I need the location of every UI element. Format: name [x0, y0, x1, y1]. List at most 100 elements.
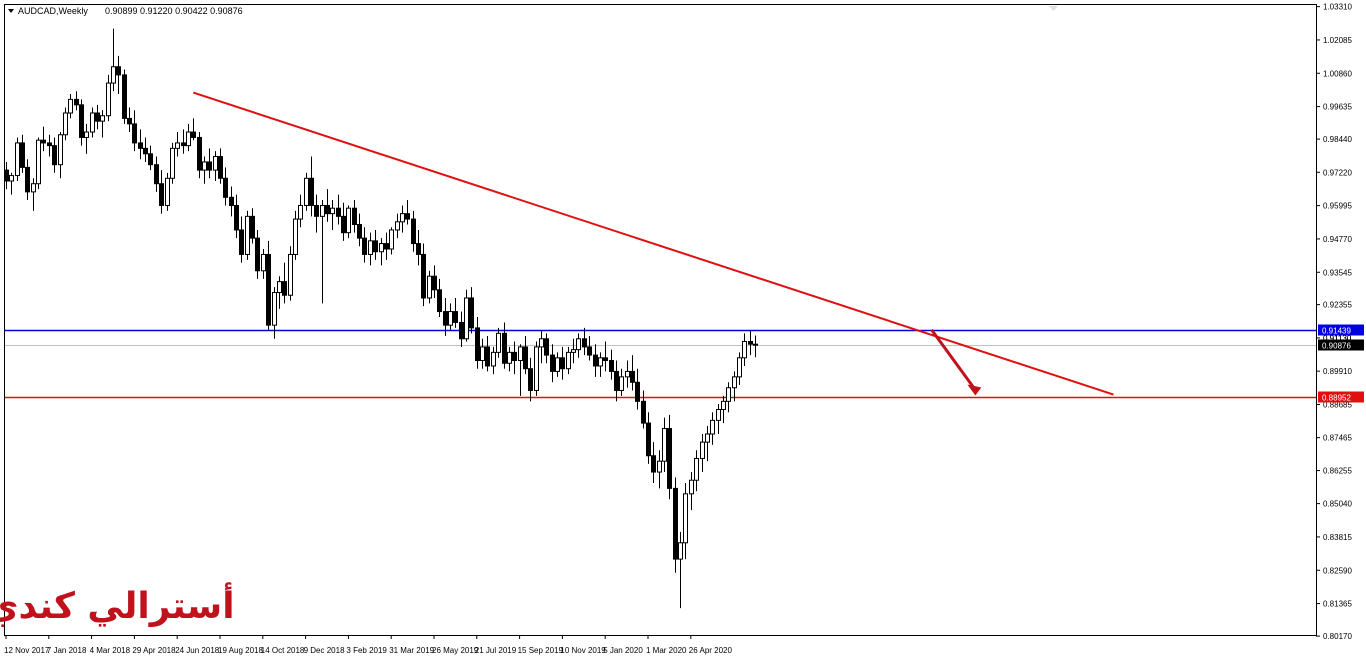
candle: [52, 137, 57, 173]
candle: [619, 368, 624, 396]
candle: [732, 371, 737, 402]
price-tick-label: 1.03310: [1323, 3, 1352, 12]
candle: [630, 355, 635, 391]
candle: [753, 335, 758, 358]
candle: [587, 336, 592, 361]
drawings: [192, 91, 1114, 396]
time-tick-label: 9 Dec 2018: [304, 646, 345, 655]
candle: [432, 265, 437, 298]
candle: [250, 208, 255, 244]
candle: [272, 287, 277, 339]
candle: [603, 341, 608, 372]
candle: [534, 341, 539, 396]
candle: [646, 412, 651, 464]
candle: [673, 477, 678, 573]
candle: [662, 417, 667, 473]
candle: [154, 156, 159, 192]
candle: [651, 442, 656, 483]
time-tick-label: 10 Nov 2019: [560, 646, 606, 655]
candle: [320, 200, 325, 304]
symbol-name: AUDCAD,Weekly: [18, 6, 88, 16]
price-tick-label: 0.93545: [1323, 268, 1352, 277]
candle: [223, 167, 228, 206]
candle: [576, 333, 581, 358]
candle: [421, 243, 426, 307]
candle: [491, 346, 496, 375]
candle: [667, 414, 672, 500]
candle: [726, 382, 731, 413]
candle: [79, 99, 84, 146]
candle: [197, 132, 202, 179]
candle: [705, 425, 710, 462]
candle: [330, 200, 335, 230]
price-tick-label: 0.89910: [1323, 367, 1352, 376]
candle: [202, 156, 207, 184]
candle: [191, 118, 196, 141]
candle: [341, 202, 346, 241]
down-arrow[interactable]: [930, 328, 976, 390]
watermark-label: أسترالي كندي: [0, 582, 235, 627]
candle: [689, 472, 694, 511]
symbol-menu-icon[interactable]: [8, 9, 14, 13]
candle: [694, 450, 699, 492]
candle: [544, 333, 549, 364]
candle: [213, 151, 218, 181]
price-tick-label: 0.92355: [1323, 301, 1352, 310]
candle: [138, 129, 143, 160]
candle: [132, 110, 137, 152]
price-tick-label: 0.81365: [1323, 600, 1352, 609]
candle: [405, 200, 410, 225]
candle: [411, 210, 416, 252]
downtrend-line[interactable]: [192, 91, 1114, 396]
candle: [480, 338, 485, 369]
candle: [148, 145, 153, 171]
candle: [710, 412, 715, 445]
candle: [207, 148, 212, 179]
candle: [550, 344, 555, 383]
candle: [400, 205, 405, 233]
candle: [346, 205, 351, 239]
time-tick-label: 29 Apr 2018: [132, 646, 176, 655]
price-tick-label: 0.83815: [1323, 533, 1352, 542]
candle: [84, 123, 89, 154]
horizontal-levels: [5, 329, 1316, 399]
candle: [58, 132, 63, 179]
price-axis[interactable]: 1.03310 1.02085 1.00860 0.99635 0.98440 0.972…: [1316, 3, 1364, 641]
candle: [427, 270, 432, 304]
candle: [239, 216, 244, 263]
price-tick-label: 0.87465: [1323, 434, 1352, 443]
candle: [95, 104, 100, 130]
price-tick-label: 0.88685: [1323, 400, 1352, 409]
candle: [116, 55, 121, 94]
candle: [518, 344, 523, 396]
candle: [261, 249, 266, 279]
candle: [475, 317, 480, 369]
candle: [170, 142, 175, 184]
candle: [485, 336, 490, 372]
candle: [614, 360, 619, 402]
candle: [469, 287, 474, 334]
candle: [395, 213, 400, 239]
candle: [641, 390, 646, 429]
candle: [528, 357, 533, 402]
scroll-marker-icon[interactable]: [1049, 6, 1058, 11]
time-tick-label: 14 Oct 2018: [261, 646, 305, 655]
price-tick-label: 1.00860: [1323, 69, 1352, 78]
price-tick-label: 0.86255: [1323, 467, 1352, 476]
candle: [512, 341, 517, 375]
candle: [20, 134, 25, 173]
candle: [443, 297, 448, 337]
arrow-head-icon: [967, 384, 982, 396]
candle: [336, 194, 341, 225]
candle: [598, 352, 603, 377]
candle: [186, 123, 191, 152]
candle: [255, 229, 260, 279]
candle: [288, 246, 293, 301]
price-tick-label: 0.91130: [1323, 334, 1352, 343]
candle: [539, 330, 544, 364]
candle: [36, 137, 41, 190]
candle: [111, 28, 116, 92]
candle: [737, 352, 742, 386]
